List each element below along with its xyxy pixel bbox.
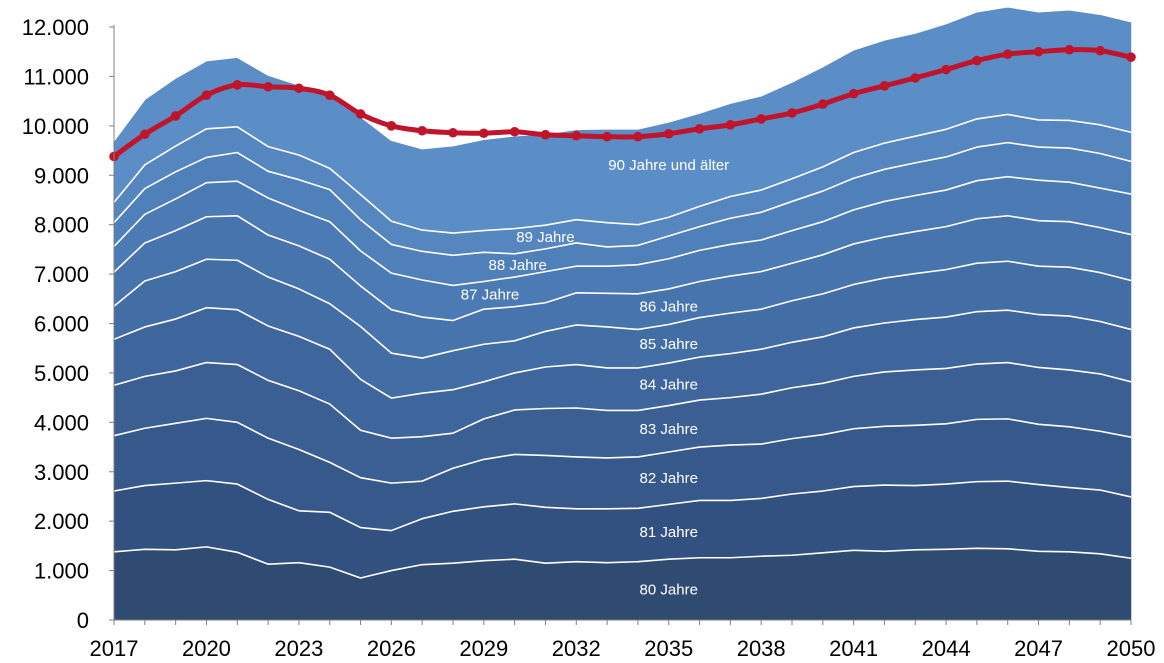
boundary-line-80-jahre bbox=[113, 546, 1132, 579]
total-point-2022 bbox=[263, 81, 273, 92]
y-tick-label: 0 bbox=[77, 608, 89, 633]
boundary-line-83-jahre bbox=[113, 361, 1132, 439]
band-label-89-jahre: 89 Jahre bbox=[516, 229, 574, 246]
total-point-2043 bbox=[910, 73, 921, 83]
y-tick-label: 3.000 bbox=[34, 460, 89, 485]
band-label-88-jahre: 88 Jahre bbox=[489, 257, 547, 274]
total-point-2042 bbox=[879, 81, 890, 91]
band-label-83-jahre: 83 Jahre bbox=[640, 421, 698, 438]
total-series-line bbox=[112, 47, 1132, 159]
total-point-2029 bbox=[479, 128, 489, 139]
total-point-2048 bbox=[1064, 44, 1075, 55]
y-tick-label: 1.000 bbox=[34, 559, 89, 584]
total-point-2049 bbox=[1095, 45, 1105, 56]
x-tick-label: 2047 bbox=[1014, 636, 1063, 661]
total-point-2027 bbox=[417, 125, 427, 136]
x-tick-label: 2029 bbox=[459, 636, 508, 661]
total-point-2037 bbox=[725, 120, 736, 130]
x-tick-label: 2023 bbox=[274, 636, 323, 661]
total-point-2036 bbox=[694, 124, 705, 134]
x-tick-label: 2041 bbox=[829, 636, 878, 661]
band-label-87-jahre: 87 Jahre bbox=[461, 287, 519, 304]
boundary-line-86-jahre bbox=[113, 214, 1132, 322]
area-bands bbox=[113, 6, 1132, 621]
total-point-2040 bbox=[818, 99, 828, 109]
y-tick-label: 12.000 bbox=[22, 15, 89, 40]
boundary-line-90-jahre-und-aelter bbox=[113, 5, 1132, 150]
band-label-85-jahre: 85 Jahre bbox=[640, 336, 698, 353]
total-point-2047 bbox=[1033, 46, 1044, 57]
band-label-84-jahre: 84 Jahre bbox=[640, 376, 698, 393]
total-point-2026 bbox=[386, 121, 397, 131]
boundary-line-85-jahre bbox=[113, 258, 1132, 359]
total-point-2021 bbox=[232, 80, 243, 90]
total-point-2035 bbox=[663, 128, 674, 139]
total-point-2045 bbox=[972, 55, 982, 66]
total-line bbox=[109, 44, 1136, 162]
y-tick-label: 4.000 bbox=[34, 410, 89, 435]
x-tick-label: 2017 bbox=[90, 636, 139, 661]
y-tick-label: 10.000 bbox=[22, 114, 89, 139]
total-point-2050 bbox=[1126, 52, 1136, 62]
total-point-2032 bbox=[571, 130, 582, 141]
boundary-line-87-jahre bbox=[113, 175, 1132, 287]
x-tick-label: 2038 bbox=[737, 636, 786, 661]
x-tick-label: 2050 bbox=[1107, 636, 1156, 661]
total-point-2028 bbox=[448, 127, 458, 138]
total-point-2024 bbox=[324, 90, 335, 100]
y-tick-label: 11.000 bbox=[23, 64, 89, 89]
y-tick-label: 2.000 bbox=[34, 509, 89, 534]
boundary-line-82-jahre bbox=[113, 417, 1132, 484]
y-tick-label: 6.000 bbox=[34, 312, 89, 337]
y-tick-label: 8.000 bbox=[34, 213, 89, 238]
x-tick-label: 2032 bbox=[552, 636, 601, 661]
boundary-line-89-jahre bbox=[113, 113, 1132, 234]
band-boundary-lines bbox=[113, 5, 1132, 579]
y-tick-label: 9.000 bbox=[34, 163, 89, 188]
band-label-82-jahre: 82 Jahre bbox=[640, 470, 698, 487]
boundary-line-88-jahre bbox=[113, 141, 1132, 257]
total-point-2038 bbox=[756, 114, 766, 124]
band-label-90-jahre-und-aelter: 90 Jahre und älter bbox=[608, 157, 729, 174]
total-point-2031 bbox=[540, 129, 551, 140]
total-point-2039 bbox=[787, 108, 797, 118]
x-tick-label: 2020 bbox=[182, 636, 231, 661]
x-tick-label: 2026 bbox=[367, 636, 416, 661]
total-point-2030 bbox=[509, 126, 520, 137]
total-point-2034 bbox=[633, 131, 643, 142]
y-tick-label: 7.000 bbox=[34, 262, 89, 287]
total-point-2025 bbox=[355, 109, 366, 119]
total-point-2023 bbox=[294, 83, 304, 94]
band-label-81-jahre: 81 Jahre bbox=[640, 524, 698, 541]
total-point-2033 bbox=[602, 131, 612, 142]
total-point-2019 bbox=[170, 111, 181, 121]
axes: 0 1.000 2.000 3.000 4.000 5.000 6.000 7.000 8.00… bbox=[22, 15, 1156, 661]
band-label-86-jahre: 86 Jahre bbox=[640, 299, 698, 316]
total-point-2046 bbox=[1002, 49, 1013, 59]
band-label-80-jahre: 80 Jahre bbox=[640, 582, 698, 599]
x-tick-label: 2035 bbox=[644, 636, 693, 661]
total-point-2018 bbox=[140, 129, 150, 140]
total-point-2020 bbox=[201, 90, 212, 100]
y-tick-label: 5.000 bbox=[34, 361, 89, 386]
boundary-line-84-jahre bbox=[113, 306, 1132, 399]
band-labels: 80 Jahre 81 Jahre 82 Jahre 83 Jahre 84 Jahre… bbox=[461, 157, 729, 599]
total-point-2044 bbox=[941, 64, 951, 75]
x-tick-label: 2044 bbox=[922, 636, 971, 661]
total-point-2041 bbox=[848, 88, 859, 99]
boundary-line-81-jahre bbox=[113, 479, 1132, 532]
